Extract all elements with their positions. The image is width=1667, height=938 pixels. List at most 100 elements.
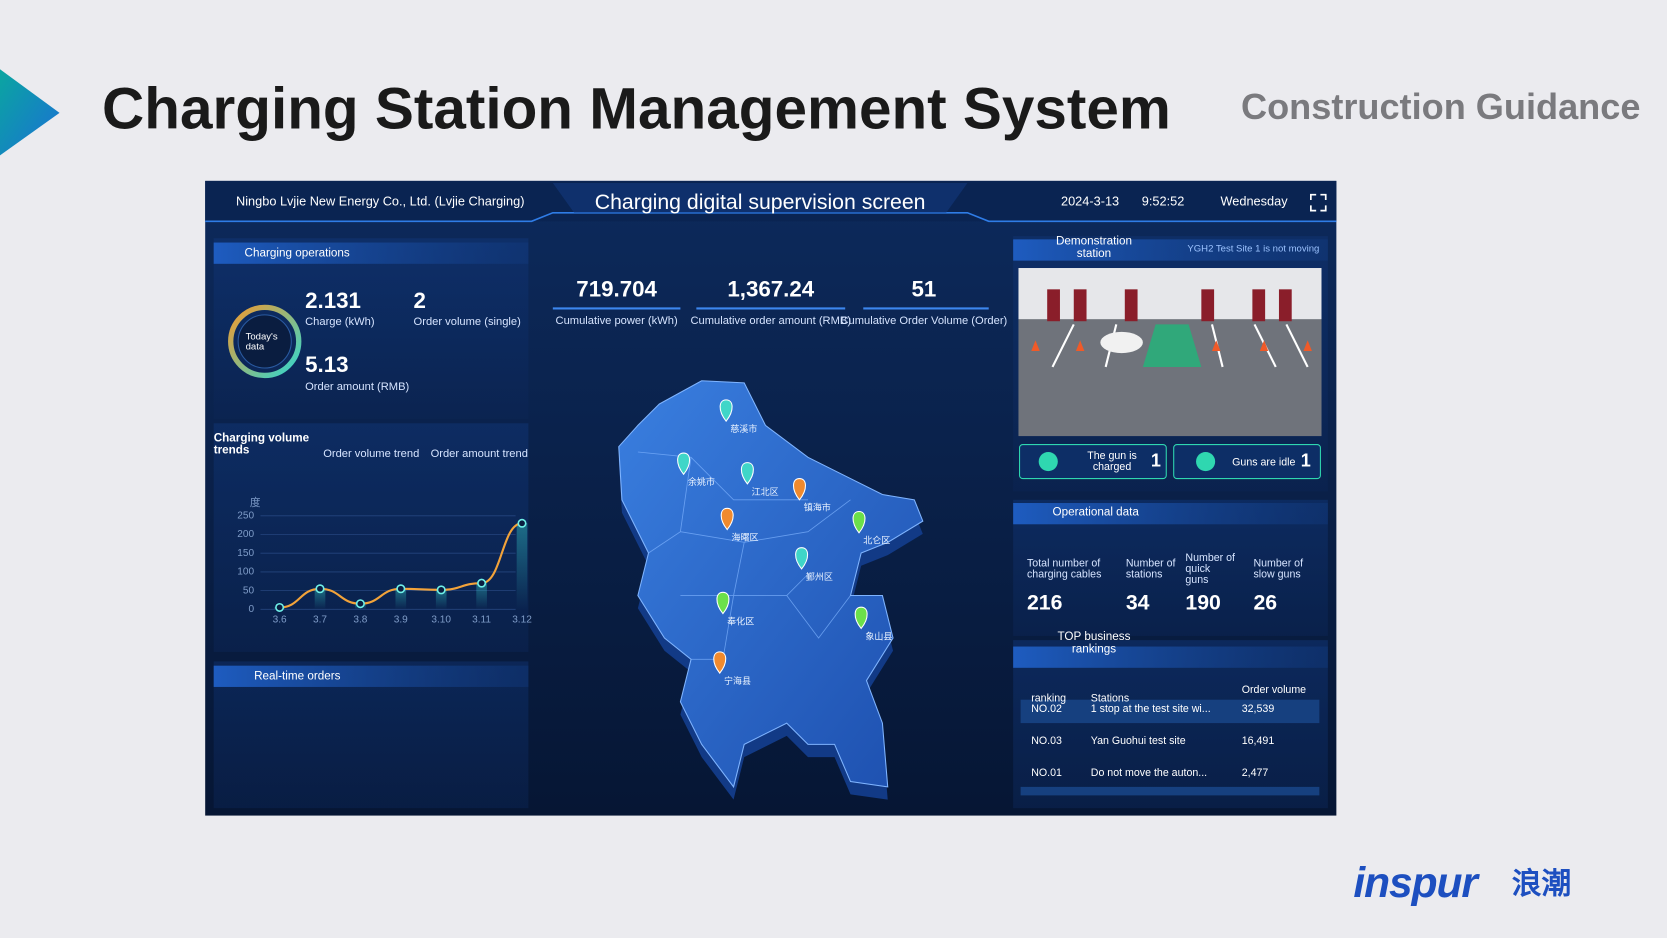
x-tick-label: 3.11: [472, 615, 491, 626]
map-pin[interactable]: [716, 591, 730, 615]
data-point: [275, 602, 285, 612]
y-unit: 度: [250, 496, 261, 509]
status-label: The gun is charged: [1087, 450, 1137, 473]
map-label: 余姚市: [688, 476, 715, 487]
district-borders: [637, 451, 851, 660]
time: 9:52:52: [1142, 194, 1185, 209]
map-label: 鄞州区: [806, 571, 833, 582]
data-point: [517, 518, 527, 528]
chart-tab[interactable]: Order volume trend: [323, 448, 419, 460]
x-tick-label: 3.9: [394, 615, 408, 626]
value-bar: [516, 523, 528, 610]
map-pin[interactable]: [854, 606, 868, 630]
map-pin[interactable]: [719, 399, 733, 423]
panel-header: [1013, 503, 1328, 525]
x-tick-label: 3.12: [512, 615, 532, 626]
table-cell: 32,539: [1242, 703, 1275, 715]
map-pin[interactable]: [713, 651, 727, 674]
value-bar: [395, 588, 407, 610]
stat-value: 5.13: [305, 352, 348, 377]
slide-title: Charging Station Management System: [102, 76, 1171, 141]
status-card: [1019, 444, 1167, 480]
stat-value: 2: [414, 288, 426, 313]
column-header: Order volume: [1242, 684, 1306, 696]
panel-header: [1013, 646, 1328, 668]
title-plate: [552, 183, 968, 213]
table-cell: NO.03: [1031, 735, 1062, 747]
map-label: 慈溪市: [730, 423, 757, 434]
map-pin[interactable]: [852, 510, 866, 534]
table-cell: 2,477: [1242, 767, 1269, 779]
date: 2024-3-13: [1061, 194, 1119, 209]
map-label: 宁海县: [724, 675, 751, 686]
panel-heading: Operational data: [1053, 506, 1140, 519]
total-label: Cumulative Order Volume (Order): [840, 315, 1007, 327]
station-image: [1018, 268, 1322, 437]
panel-heading: Demonstration station: [1056, 235, 1132, 260]
metric-value: 26: [1253, 591, 1277, 615]
stat-label: Charge (kWh): [305, 316, 375, 328]
metric-label: Total number of charging cables: [1027, 557, 1101, 580]
metric-value: 190: [1185, 591, 1220, 615]
x-tick-label: 3.7: [313, 615, 327, 626]
table-cell: 1 stop at the test site wi...: [1091, 703, 1211, 715]
column-header: ranking: [1031, 692, 1066, 704]
weekday: Wednesday: [1220, 194, 1288, 209]
arrow-decoration: [0, 69, 60, 156]
map-label: 奉化区: [727, 615, 754, 626]
map-pin[interactable]: [720, 507, 734, 531]
value-bar: [476, 583, 487, 610]
stat-value: 2.131: [305, 288, 361, 313]
metric-label: Number of slow guns: [1253, 557, 1303, 580]
chart-tab[interactable]: Order amount trend: [431, 448, 528, 460]
company-name: Ningbo Lvjie New Energy Co., Ltd. (Lvjie…: [236, 194, 524, 209]
fullscreen-button[interactable]: [1309, 193, 1327, 212]
map-pin[interactable]: [677, 452, 691, 476]
map-pin[interactable]: [795, 547, 809, 570]
row-highlight: [1020, 699, 1320, 724]
table-cell: NO.01: [1031, 767, 1062, 779]
metric-value: 34: [1126, 591, 1150, 615]
table-cell: NO.02: [1031, 703, 1062, 715]
value-bar: [314, 588, 326, 610]
data-point: [477, 578, 487, 588]
map-region: [618, 380, 924, 789]
x-tick-label: 3.6: [273, 615, 287, 626]
panel-header: [1013, 239, 1328, 261]
data-point: [315, 584, 325, 594]
y-tick-label: 150: [237, 548, 254, 559]
status-card: [1173, 444, 1321, 480]
total-value: 1,367.24: [727, 276, 814, 301]
panel-header: [213, 242, 529, 264]
panel-heading: Charging operations: [245, 246, 350, 259]
table-cell: 16,491: [1242, 735, 1275, 747]
map-pin[interactable]: [740, 462, 754, 485]
y-tick-label: 250: [237, 510, 254, 521]
logo-text: inspur: [1353, 860, 1480, 907]
value-bar: [435, 589, 447, 610]
chart-title: Charging volume trends: [214, 432, 310, 457]
gauge-ring: [228, 304, 302, 379]
data-point: [396, 584, 406, 594]
map-pin[interactable]: [792, 478, 806, 501]
stat-label: Order volume (single): [414, 316, 522, 328]
gauge-label: Today's data: [246, 331, 278, 352]
map-label: 镇海市: [804, 502, 831, 513]
station-status: YGH2 Test Site 1 is not moving: [1187, 243, 1319, 254]
metric-label: Number of stations: [1126, 557, 1176, 580]
y-tick-label: 50: [243, 585, 255, 596]
x-tick-label: 3.10: [431, 615, 451, 626]
total-label: Cumulative order amount (RMB): [690, 315, 851, 327]
map-label: 江北区: [752, 487, 779, 497]
gauge-core: [237, 314, 292, 369]
slide-subtitle: Construction Guidance: [1241, 86, 1640, 127]
map-label: 海曙区: [731, 531, 758, 542]
status-count: 1: [1301, 450, 1311, 470]
row-highlight: [1020, 786, 1320, 796]
screen-title: Charging digital supervision screen: [595, 190, 926, 214]
ranking-panel: [1013, 640, 1328, 809]
total-label: Cumulative power (kWh): [556, 315, 678, 327]
metric-value: 216: [1027, 591, 1063, 615]
